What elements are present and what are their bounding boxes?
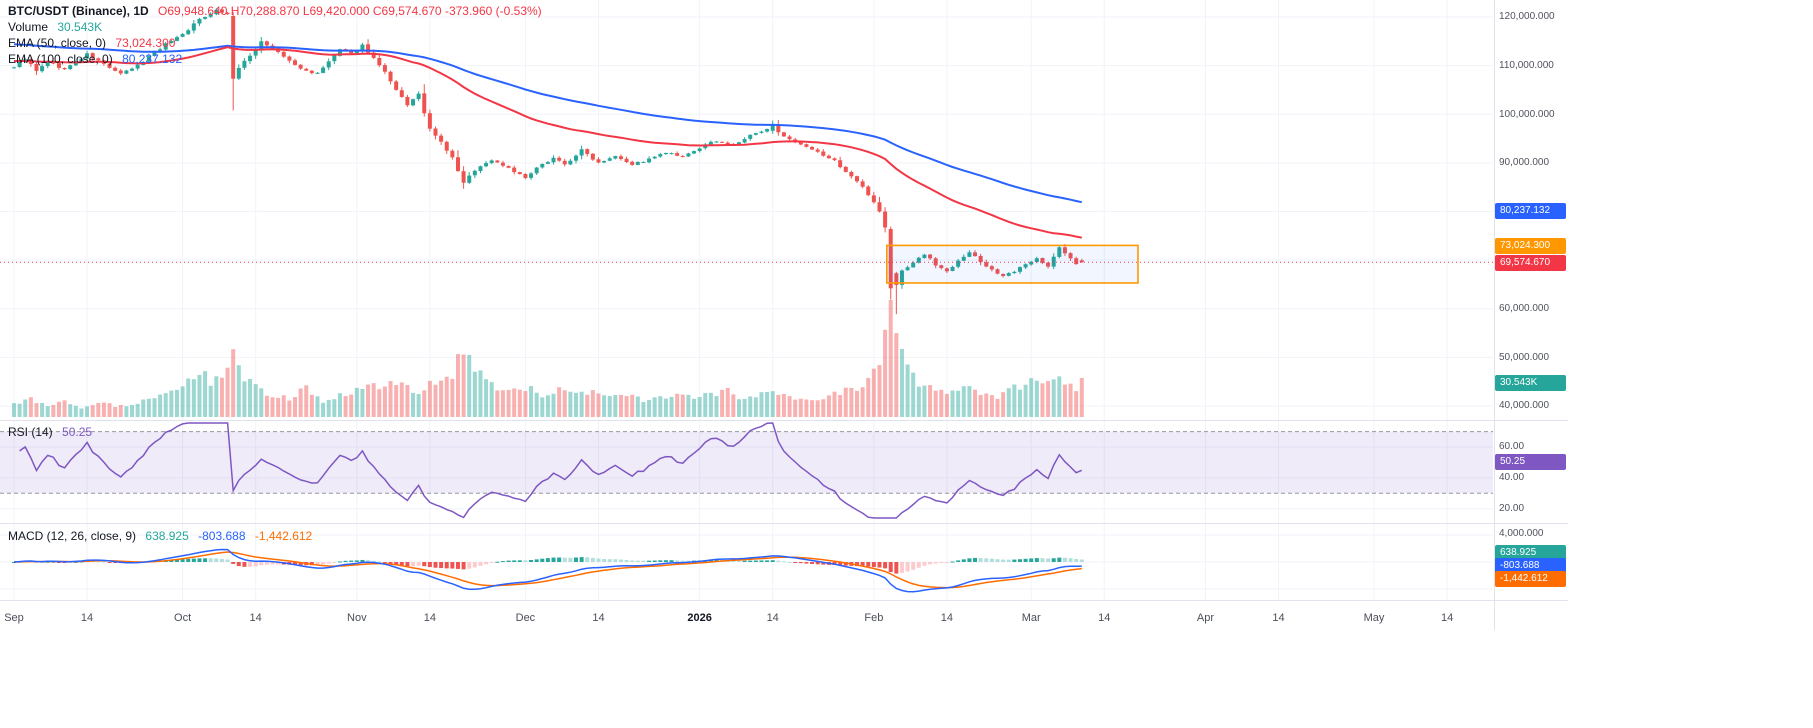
price-tick: 60,000.000 bbox=[1499, 303, 1550, 314]
svg-text:14: 14 bbox=[424, 612, 436, 624]
svg-text:Feb: Feb bbox=[864, 612, 883, 624]
volume-bars bbox=[12, 300, 1084, 417]
svg-text:14: 14 bbox=[250, 612, 262, 624]
macd-line-badge: -803.688 bbox=[1495, 558, 1566, 574]
panel-separators bbox=[0, 0, 1568, 630]
svg-text:Apr: Apr bbox=[1197, 612, 1214, 624]
time-axis[interactable] bbox=[0, 601, 1493, 630]
svg-text:2026: 2026 bbox=[687, 612, 711, 624]
macd-signal-badge: -1,442.612 bbox=[1495, 571, 1566, 587]
ema50-line bbox=[14, 46, 1082, 239]
price-tick: 110,000.000 bbox=[1499, 60, 1554, 71]
svg-text:14: 14 bbox=[1441, 612, 1453, 624]
last-price-badge: 69,574.670 bbox=[1495, 255, 1566, 271]
price-tick: 100,000.000 bbox=[1499, 109, 1555, 120]
macd-main-line bbox=[13, 548, 1082, 593]
svg-text:14: 14 bbox=[592, 612, 604, 624]
svg-text:Dec: Dec bbox=[516, 612, 536, 624]
svg-text:14: 14 bbox=[941, 612, 953, 624]
rsi-line bbox=[19, 422, 1083, 519]
rsi-tick: 60.00 bbox=[1499, 441, 1525, 452]
macd-panel bbox=[12, 548, 1084, 593]
svg-text:14: 14 bbox=[1098, 612, 1110, 624]
svg-text:Nov: Nov bbox=[347, 612, 367, 624]
price-tick: 50,000.000 bbox=[1499, 352, 1550, 363]
price-tick: 40,000.000 bbox=[1499, 400, 1550, 411]
gridlines bbox=[0, 0, 1493, 600]
ema50-axis-badge: 73,024.300 bbox=[1495, 238, 1566, 254]
svg-text:Mar: Mar bbox=[1022, 612, 1041, 624]
ema100-line bbox=[13, 43, 1083, 204]
candlesticks bbox=[12, 7, 1084, 315]
ema100-axis-badge: 80,237.132 bbox=[1495, 203, 1566, 219]
svg-text:Sep: Sep bbox=[4, 612, 24, 624]
macd-signal-line bbox=[13, 551, 1082, 589]
svg-text:14: 14 bbox=[81, 612, 93, 624]
svg-text:14: 14 bbox=[767, 612, 779, 624]
price-tick: 90,000.000 bbox=[1499, 157, 1550, 168]
macd-tick: 4,000.000 bbox=[1499, 528, 1544, 539]
macd-hist-badge: 638.925 bbox=[1495, 545, 1566, 561]
time-axis-labels: Sep 14 Oct 14 Nov 14 Dec 14 2026 14 Feb 14 Mar 14 Apr 1… bbox=[4, 612, 1453, 624]
price-axis[interactable]: 120,000.000 110,000.000 100,000.000 90,0… bbox=[1495, 0, 1568, 630]
svg-text:14: 14 bbox=[1272, 612, 1284, 624]
price-tick: 120,000.000 bbox=[1499, 11, 1555, 22]
svg-text:May: May bbox=[1364, 612, 1385, 624]
rsi-tick: 20.00 bbox=[1499, 503, 1525, 514]
ema-lines bbox=[13, 43, 1083, 239]
svg-text:Oct: Oct bbox=[174, 612, 191, 624]
volume-axis-badge: 30.543K bbox=[1495, 375, 1566, 391]
range-box[interactable] bbox=[885, 244, 1139, 284]
chart-canvas[interactable]: Sep 14 Oct 14 Nov 14 Dec 14 2026 14 Feb 14 Mar 14 Apr 1… bbox=[0, 0, 1568, 630]
trading-chart-widget: Sep 14 Oct 14 Nov 14 Dec 14 2026 14 Feb 14 Mar 14 Apr 1… bbox=[0, 0, 1568, 630]
rsi-panel bbox=[0, 422, 1493, 519]
rsi-axis-badge: 50.25 bbox=[1495, 454, 1566, 470]
rsi-tick: 40.00 bbox=[1499, 472, 1525, 483]
